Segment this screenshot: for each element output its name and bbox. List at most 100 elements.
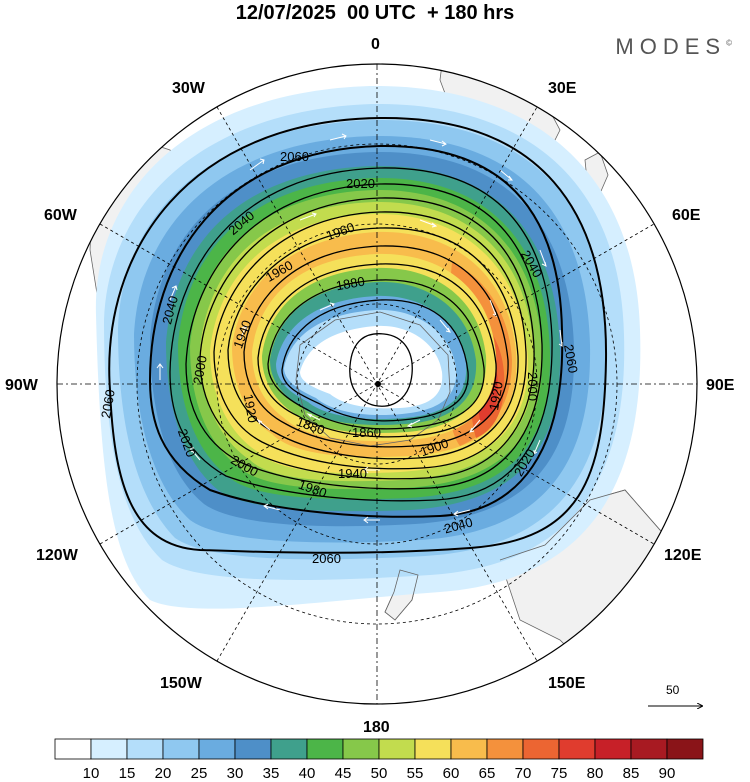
colorbar-box (342, 738, 380, 760)
contour-label: 1860 (352, 425, 381, 440)
vector (558, 329, 563, 347)
colorbar-box (54, 738, 92, 760)
latitude-circle (296, 303, 458, 465)
lon-label-150w: 150W (160, 675, 203, 692)
contour-1900 (257, 263, 497, 438)
contour-2000 (185, 183, 543, 490)
colorbar: 10 15 20 25 30 35 40 45 50 55 60 65 70 75 80 85 90 (54, 738, 704, 782)
vector (406, 419, 421, 428)
colorbar-box (126, 738, 164, 760)
colorbar-tick-label: 30 (227, 765, 244, 782)
vector (499, 169, 513, 181)
logo-text: MODES (615, 34, 727, 59)
colorbar-box (594, 738, 632, 760)
colorbar-tick-label: 60 (443, 765, 460, 782)
vector (239, 325, 248, 341)
contour-label: 1920 (241, 393, 261, 424)
geopotential-contours (108, 116, 608, 554)
contour-label: 2040 (159, 294, 181, 326)
vector (306, 413, 321, 421)
contour-2060-outer (108, 116, 608, 554)
colorbar-box (450, 738, 488, 760)
colorbar-tick-label: 50 (371, 765, 388, 782)
colorbar-box (90, 738, 128, 760)
colorbar-tick-label: 15 (119, 765, 136, 782)
vector (329, 133, 347, 141)
vector (489, 299, 497, 318)
lon-label-0: 0 (371, 36, 380, 53)
lon-label-30w: 30W (172, 80, 206, 97)
vector (363, 516, 380, 524)
lon-label-120w: 120W (36, 547, 79, 564)
modes-logo: MODES© (615, 34, 732, 60)
coast-antarctica (295, 311, 451, 447)
contour-label: 2060 (280, 149, 309, 164)
colorbar-tick-label: 90 (659, 765, 676, 782)
vector (299, 212, 317, 221)
colorbar-box (666, 738, 704, 760)
colorbar-tick-label: 35 (263, 765, 280, 782)
lon-label-90e: 90E (706, 377, 735, 394)
longitude-labels: 0 30E 60E 90E 120E 150E 180 150W 120W 90… (5, 36, 735, 736)
contour-1960 (213, 211, 527, 470)
contour-label: 2000 (190, 354, 210, 385)
lon-label-60e: 60E (672, 207, 701, 224)
colorbar-tick-label: 75 (551, 765, 568, 782)
lon-label-90w: 90W (5, 377, 39, 394)
contour-1840 (349, 333, 413, 407)
contour-label: 2060 (98, 388, 118, 419)
wind-speed-shading (95, 85, 641, 609)
lon-label-180: 180 (363, 719, 390, 736)
colorbar-tick-label: 65 (479, 765, 496, 782)
map-disc (57, 64, 697, 704)
contour-label: 2040 (442, 514, 474, 536)
vector (419, 219, 438, 228)
contour-1860 (281, 299, 469, 422)
contour-label: 2060 (561, 343, 581, 374)
colorbar-boxes (54, 738, 704, 760)
contour-2040 (148, 144, 564, 518)
map-border (56, 63, 698, 705)
colorbar-tick-label: 45 (335, 765, 352, 782)
contour-label: 1920 (486, 380, 506, 411)
colorbar-tick-label: 85 (623, 765, 640, 782)
colorbar-box (414, 738, 452, 760)
pole-marker (375, 381, 381, 387)
colorbar-box (522, 738, 560, 760)
vector (439, 319, 451, 333)
vector (263, 503, 281, 511)
colorbar-box (630, 738, 668, 760)
contour-label: 2000 (525, 372, 540, 401)
colorbar-tick-label: 80 (587, 765, 604, 782)
vector (249, 158, 265, 171)
contour-2020 (169, 167, 553, 502)
contour-1940 (227, 227, 519, 460)
map-title: 12/07/2025 00 UTC + 180 hrs (235, 2, 515, 24)
contour-1880 (267, 279, 485, 430)
colorbar-box (270, 738, 308, 760)
contour-label: 1940 (338, 466, 367, 481)
vector (169, 285, 178, 301)
coast-nz (384, 569, 419, 621)
colorbar-box (234, 738, 272, 760)
lon-label-120e: 120E (664, 547, 702, 564)
vector (256, 418, 271, 431)
colorbar-tick-label: 25 (191, 765, 208, 782)
contour-label: 2060 (312, 551, 341, 566)
colorbar-box (378, 738, 416, 760)
colorbar-ticks: 10 15 20 25 30 35 40 45 50 55 60 65 70 75 80 85 90 (83, 765, 676, 782)
colorbar-tick-label: 20 (155, 765, 172, 782)
contour-label: 2020 (346, 176, 375, 191)
colorbar-box (306, 738, 344, 760)
colorbar-box (486, 738, 524, 760)
colorbar-tick-label: 40 (299, 765, 316, 782)
vector (539, 249, 547, 267)
lon-label-60w: 60W (44, 207, 78, 224)
logo-mark: © (726, 38, 732, 48)
contour-1920 (243, 245, 509, 448)
contour-label: 1880 (335, 274, 366, 294)
reference-vector-label: 50 (666, 683, 680, 697)
colorbar-tick-label: 55 (407, 765, 424, 782)
vector (453, 509, 471, 517)
